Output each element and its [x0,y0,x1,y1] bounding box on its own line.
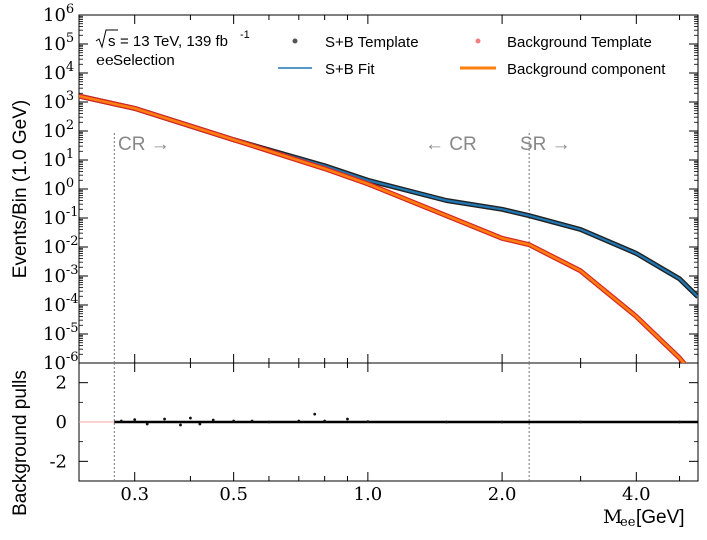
svg-text:[GeV]: [GeV] [636,507,685,528]
energy-label: s = 13 TeV, 139 fb -1 [95,29,250,50]
cr-left-label: CR → [118,134,170,155]
main-y-tick-labels: 10-6 10-5 10-4 10-3 10-2 10-1 100 101 102 103 104 1… [43,2,79,374]
main-y-axis-label: Events/Bin (1.0 GeV) [10,100,31,278]
sr-label: SR → [520,134,571,155]
sqrt-symbol [95,29,118,49]
pull-point [678,420,681,424]
legend-label-bkg-component: Background component [507,61,666,78]
y-tick-label: 103 [43,89,74,113]
pull-point [133,418,137,422]
y-tick-label: 104 [43,60,74,84]
x-tick-label: 2.0 [488,484,517,505]
pulls-y-tick-labels: -2 0 2 [49,373,67,473]
legend-marker-bkg-template [475,38,481,44]
y-tick-label: 10-1 [43,205,79,229]
svg-text:s: s [108,33,116,50]
pull-y-tick-label: 2 [56,373,67,394]
background-component-curve [79,94,686,363]
pull-point [232,419,236,423]
pull-point [346,417,349,421]
pull-point [189,416,192,420]
y-tick-label: 10-2 [43,234,79,258]
svg-text:ee: ee [96,51,114,69]
pull-point [313,412,317,416]
pull-point [297,419,301,423]
cr-right-label: ← CR [425,134,477,155]
x-tick-label: 0.5 [219,484,248,505]
y-tick-label: 106 [43,2,74,26]
y-tick-label: 100 [43,176,74,200]
pull-point [163,417,166,421]
x-tick-label: 1.0 [354,484,383,505]
y-tick-label: 10-6 [43,350,79,374]
pull-series [79,412,698,427]
selection-label: ee Selection [96,51,175,69]
svg-text:Selection: Selection [113,52,175,69]
pull-point [198,422,202,426]
pull-point [267,420,271,424]
main-series [79,93,698,363]
y-tick-label: 101 [43,147,74,171]
pull-y-tick-label: 0 [56,412,67,433]
pull-point [250,419,254,423]
svg-text:-1: -1 [240,29,250,41]
sb-fit-curve [79,95,698,298]
pull-point [179,423,182,427]
legend-label-bkg-template: Background Template [507,34,652,51]
legend-marker-sb-template [292,38,298,44]
pull-point [323,419,327,423]
pull-point [500,420,504,424]
pull-point [119,419,123,423]
pull-point [579,420,583,424]
main-y-ticks [79,14,698,364]
pull-y-tick-label: -2 [49,451,67,472]
x-tick-label: 4.0 [622,484,651,505]
svg-text:ee: ee [620,515,636,530]
y-tick-label: 10-4 [43,292,79,316]
x-tick-labels: 0.3 0.5 1.0 2.0 4.0 [120,484,650,505]
pull-point [366,420,370,424]
legend-label-sb-fit: S+B Fit [325,61,375,78]
svg-text:= 13 TeV, 139 fb: = 13 TeV, 139 fb [120,33,228,50]
x-tick-label: 0.3 [120,484,149,505]
y-tick-label: 10-5 [43,321,79,345]
legend-label-sb-template: S+B Template [325,34,419,51]
pull-point [211,418,215,422]
svg-text:M: M [603,506,622,528]
y-tick-label: 102 [43,118,74,142]
legend: S+B Template S+B Fit Background Template… [278,34,666,78]
x-ticks [134,15,681,481]
y-tick-label: 10-3 [43,263,79,287]
y-tick-label: 105 [43,31,74,55]
pull-point [444,420,448,424]
sb-template-curve [79,93,698,299]
pull-point [145,422,149,426]
x-axis-label: M ee [GeV] [603,506,685,530]
pulls-y-axis-label: Background pulls [10,370,31,516]
